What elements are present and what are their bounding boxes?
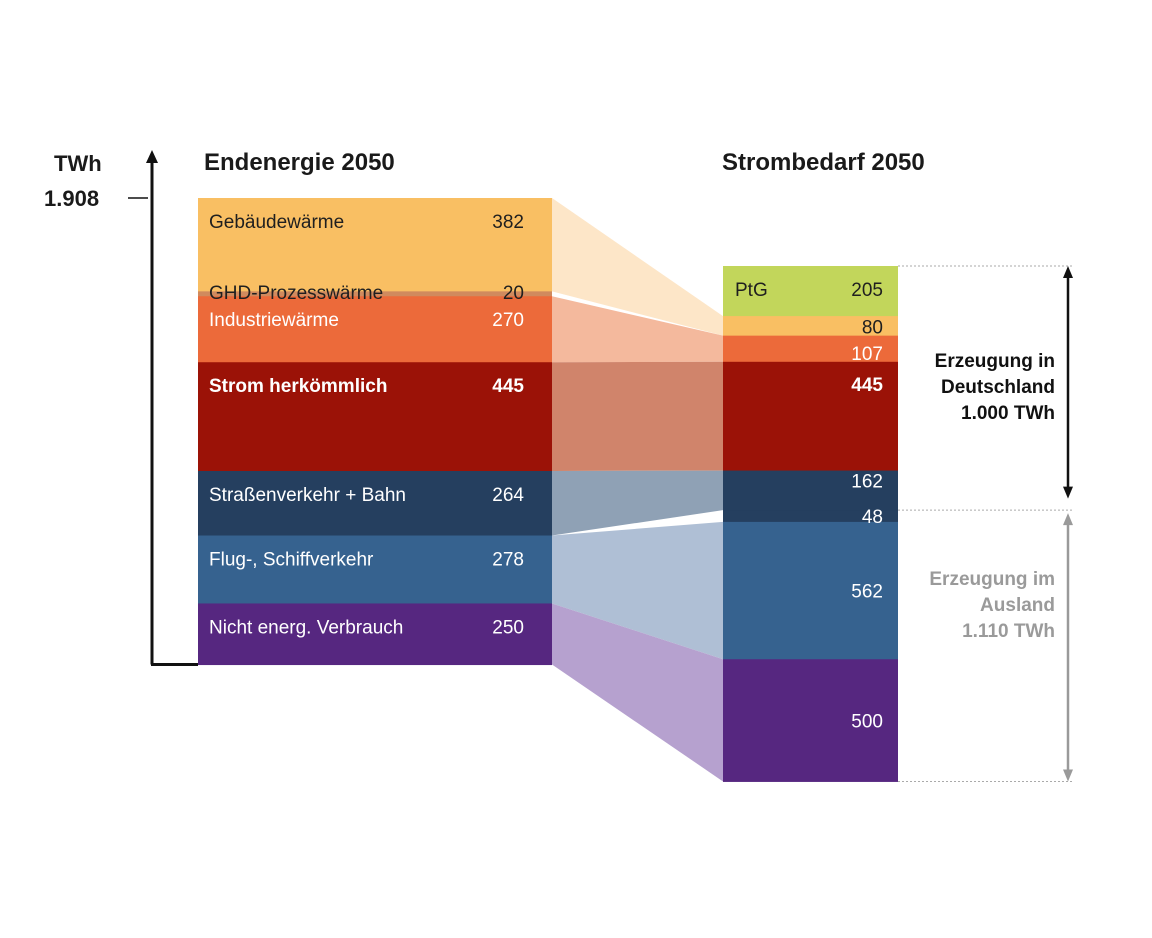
- bracket-label-line: 1.000 TWh: [961, 403, 1055, 424]
- flow-band-1: [552, 296, 723, 363]
- endenergie-bar-segment: [198, 296, 552, 363]
- endenergie-segment-value: 278: [492, 550, 524, 571]
- endenergie-segment-value: 382: [492, 212, 524, 233]
- endenergie-segment-label: Flug-, Schiffverkehr: [209, 550, 374, 571]
- strombedarf-segment-value: 205: [851, 280, 883, 301]
- endenergie-segment-value: 250: [492, 617, 524, 638]
- strombedarf-segment-value: 562: [851, 582, 883, 603]
- endenergie-segment-value: 270: [492, 310, 524, 331]
- strombedarf-bar-segment: [723, 510, 898, 523]
- bracket-arrowhead-down: [1063, 769, 1073, 782]
- bracket-label-line: Erzeugung in: [935, 351, 1055, 372]
- endenergie-bar-segment: [198, 470, 552, 537]
- flow-band-4: [552, 521, 723, 660]
- endenergie-title: Endenergie 2050: [204, 149, 395, 176]
- endenergie-segment-value: 445: [492, 376, 524, 397]
- endenergie-segment-label: Strom herkömmlich: [209, 376, 387, 397]
- endenergie-bar-segment: [198, 603, 552, 666]
- strombedarf-bar-segment: [723, 361, 898, 472]
- endenergie-segment-label: Industriewärme: [209, 310, 339, 331]
- bracket-arrowhead-up: [1063, 513, 1073, 526]
- endenergie-segment-label: GHD-Prozesswärme: [209, 283, 383, 304]
- flow-band-2: [552, 361, 723, 471]
- bracket-label-line: Erzeugung im: [929, 569, 1055, 590]
- strombedarf-segment-value: 162: [851, 472, 883, 493]
- endenergie-segment-value: 20: [503, 283, 524, 304]
- endenergie-bar-segment: [198, 362, 552, 472]
- endenergie-segment-label: Straßenverkehr + Bahn: [209, 485, 406, 506]
- strombedarf-segment-value: 107: [851, 344, 883, 365]
- endenergie-bar-segment: [198, 535, 552, 604]
- bracket-label-line: Deutschland: [941, 377, 1055, 398]
- bracket-arrowhead-down: [1063, 486, 1073, 499]
- bracket-label-line: Ausland: [980, 595, 1055, 616]
- strombedarf-segment-value: 80: [862, 318, 883, 339]
- strombedarf-bar-segment: [723, 335, 898, 363]
- flow-band-3: [552, 470, 723, 536]
- bracket-label-line: 1.110 TWh: [962, 621, 1055, 642]
- strombedarf-segment-value: 500: [851, 711, 883, 732]
- endenergie-segment-label: Nicht energ. Verbrauch: [209, 617, 403, 638]
- endenergie-segment-label: Gebäudewärme: [209, 212, 344, 233]
- endenergie-bar-segment: [198, 198, 552, 292]
- strombedarf-segment-value: 48: [862, 507, 883, 528]
- strombedarf-segment-label: PtG: [735, 280, 768, 301]
- strombedarf-title: Strombedarf 2050: [722, 149, 925, 176]
- axis-unit-label: TWh: [54, 151, 102, 176]
- strombedarf-segment-value: 445: [851, 375, 883, 396]
- strombedarf-bar-segment: [723, 521, 898, 660]
- strombedarf-bar-segment: [723, 659, 898, 782]
- flow-band-0: [552, 198, 723, 336]
- endenergie-bar-segment: [198, 291, 552, 297]
- axis-total-label: 1.908: [44, 186, 99, 211]
- bracket-arrowhead-up: [1063, 266, 1073, 278]
- flow-band-5: [552, 603, 723, 782]
- endenergie-segment-value: 264: [492, 485, 524, 506]
- strombedarf-bar-segment: [723, 316, 898, 337]
- axis-arrowhead: [146, 150, 158, 163]
- strombedarf-bar-segment: [723, 470, 898, 511]
- strombedarf-bar-segment: [723, 266, 898, 317]
